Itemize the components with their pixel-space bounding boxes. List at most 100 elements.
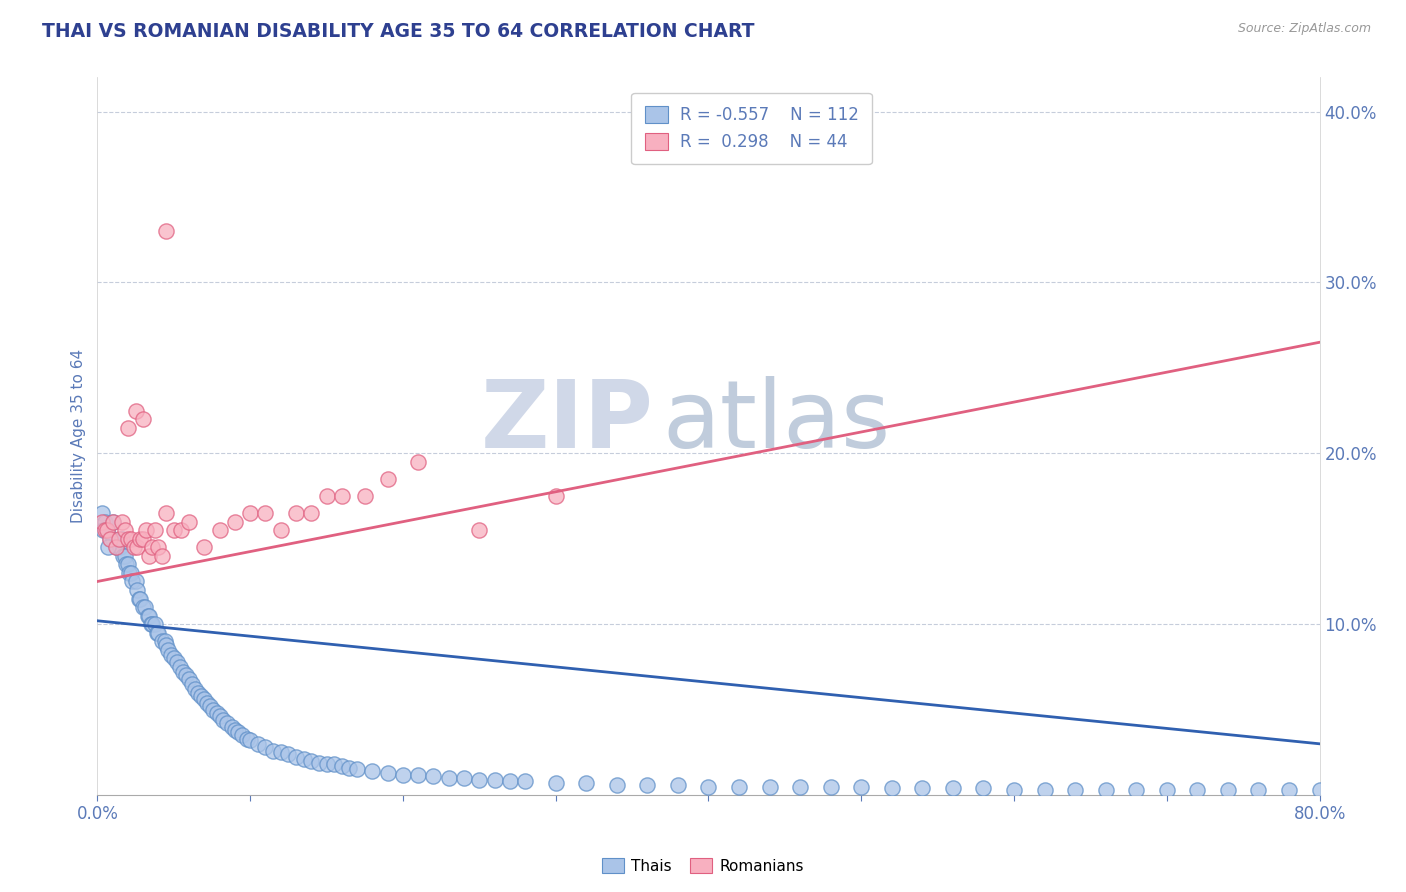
Point xyxy=(392,767,415,781)
Point xyxy=(911,781,934,796)
Point xyxy=(315,757,337,772)
Point xyxy=(101,532,124,546)
Point xyxy=(231,728,253,742)
Point xyxy=(163,651,186,665)
Point xyxy=(208,709,231,723)
Point xyxy=(139,617,162,632)
Point xyxy=(285,750,308,764)
Point xyxy=(285,506,308,520)
Point xyxy=(184,682,207,697)
Point xyxy=(148,625,170,640)
Point xyxy=(114,523,136,537)
Point xyxy=(758,780,780,794)
Point xyxy=(262,744,284,758)
Point xyxy=(166,655,188,669)
Point xyxy=(1002,783,1025,797)
Point xyxy=(246,737,269,751)
Point xyxy=(93,523,115,537)
Point xyxy=(98,532,121,546)
Point xyxy=(606,778,628,792)
Point xyxy=(323,757,346,772)
Point xyxy=(308,756,330,770)
Point xyxy=(111,532,134,546)
Point xyxy=(236,731,259,746)
Point xyxy=(361,764,384,779)
Point xyxy=(1309,783,1331,797)
Point xyxy=(208,523,231,537)
Text: atlas: atlas xyxy=(662,376,890,468)
Point xyxy=(124,574,146,589)
Point xyxy=(117,420,139,434)
Point xyxy=(1156,783,1178,797)
Point xyxy=(104,541,127,555)
Point xyxy=(1216,783,1239,797)
Point xyxy=(544,776,567,790)
Point xyxy=(205,706,228,720)
Point xyxy=(97,541,120,555)
Point xyxy=(211,713,233,727)
Point xyxy=(125,582,148,597)
Point xyxy=(94,523,117,537)
Point xyxy=(330,489,353,503)
Point xyxy=(174,668,197,682)
Point xyxy=(226,724,249,739)
Point xyxy=(544,489,567,503)
Point xyxy=(193,692,215,706)
Point xyxy=(468,523,491,537)
Point xyxy=(129,591,152,606)
Point xyxy=(636,778,658,792)
Point xyxy=(101,515,124,529)
Point xyxy=(728,780,751,794)
Point xyxy=(155,224,177,238)
Point xyxy=(221,720,243,734)
Point xyxy=(851,780,873,794)
Point xyxy=(575,776,598,790)
Point xyxy=(270,745,292,759)
Point xyxy=(330,759,353,773)
Point xyxy=(299,754,322,768)
Point xyxy=(125,541,148,555)
Point xyxy=(150,634,173,648)
Point xyxy=(1064,783,1087,797)
Point xyxy=(96,523,118,537)
Point xyxy=(453,771,475,785)
Point xyxy=(202,703,225,717)
Point xyxy=(153,634,176,648)
Point xyxy=(353,489,375,503)
Point xyxy=(145,617,167,632)
Point xyxy=(181,677,204,691)
Point xyxy=(110,541,132,555)
Point xyxy=(117,558,139,572)
Point xyxy=(94,515,117,529)
Point xyxy=(190,689,212,703)
Point xyxy=(422,769,444,783)
Point xyxy=(292,752,315,766)
Point xyxy=(145,523,167,537)
Point xyxy=(820,780,842,794)
Point xyxy=(107,532,129,546)
Point xyxy=(121,574,143,589)
Point xyxy=(163,523,186,537)
Point xyxy=(104,541,127,555)
Point xyxy=(484,772,506,787)
Point xyxy=(159,648,181,662)
Point xyxy=(141,617,163,632)
Point xyxy=(346,763,368,777)
Point xyxy=(1187,783,1209,797)
Point xyxy=(117,532,139,546)
Point xyxy=(1247,783,1270,797)
Point xyxy=(789,780,811,794)
Point xyxy=(177,515,200,529)
Point xyxy=(115,558,138,572)
Legend: R = -0.557    N = 112, R =  0.298    N = 44: R = -0.557 N = 112, R = 0.298 N = 44 xyxy=(631,93,872,164)
Point xyxy=(148,541,170,555)
Legend: Thais, Romanians: Thais, Romanians xyxy=(596,852,810,880)
Point xyxy=(1278,783,1301,797)
Point xyxy=(138,549,160,563)
Point xyxy=(138,608,160,623)
Point xyxy=(224,515,246,529)
Point xyxy=(122,541,145,555)
Point xyxy=(129,532,152,546)
Point xyxy=(377,765,399,780)
Y-axis label: Disability Age 35 to 64: Disability Age 35 to 64 xyxy=(72,349,86,524)
